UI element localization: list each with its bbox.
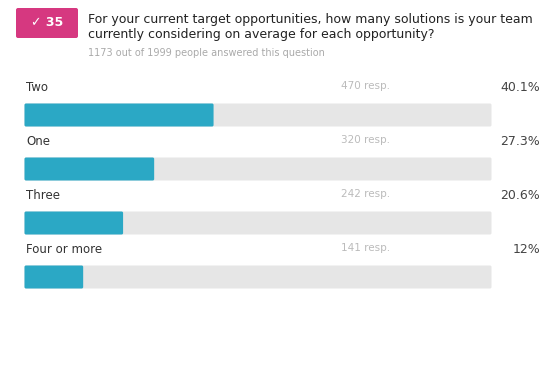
Text: Two: Two [26,81,48,94]
Text: Three: Three [26,189,60,202]
Text: One: One [26,135,50,148]
FancyBboxPatch shape [25,266,83,288]
Text: 12%: 12% [512,243,540,256]
Text: 20.6%: 20.6% [500,189,540,202]
Text: Four or more: Four or more [26,243,102,256]
Text: 320 resp.: 320 resp. [341,135,390,145]
FancyBboxPatch shape [25,103,492,126]
FancyBboxPatch shape [16,8,78,38]
Text: 27.3%: 27.3% [500,135,540,148]
Text: 470 resp.: 470 resp. [341,81,390,91]
FancyBboxPatch shape [25,157,154,181]
FancyBboxPatch shape [25,211,123,235]
Text: currently considering on average for each opportunity?: currently considering on average for eac… [88,28,434,41]
Text: ✓ 35: ✓ 35 [31,16,63,29]
FancyBboxPatch shape [25,266,492,288]
FancyBboxPatch shape [25,103,213,126]
FancyBboxPatch shape [25,157,492,181]
FancyBboxPatch shape [25,211,492,235]
Text: For your current target opportunities, how many solutions is your team: For your current target opportunities, h… [88,13,533,26]
Text: 1173 out of 1999 people answered this question: 1173 out of 1999 people answered this qu… [88,48,325,58]
Text: 242 resp.: 242 resp. [341,189,390,199]
Text: 141 resp.: 141 resp. [341,243,390,253]
Text: 40.1%: 40.1% [500,81,540,94]
